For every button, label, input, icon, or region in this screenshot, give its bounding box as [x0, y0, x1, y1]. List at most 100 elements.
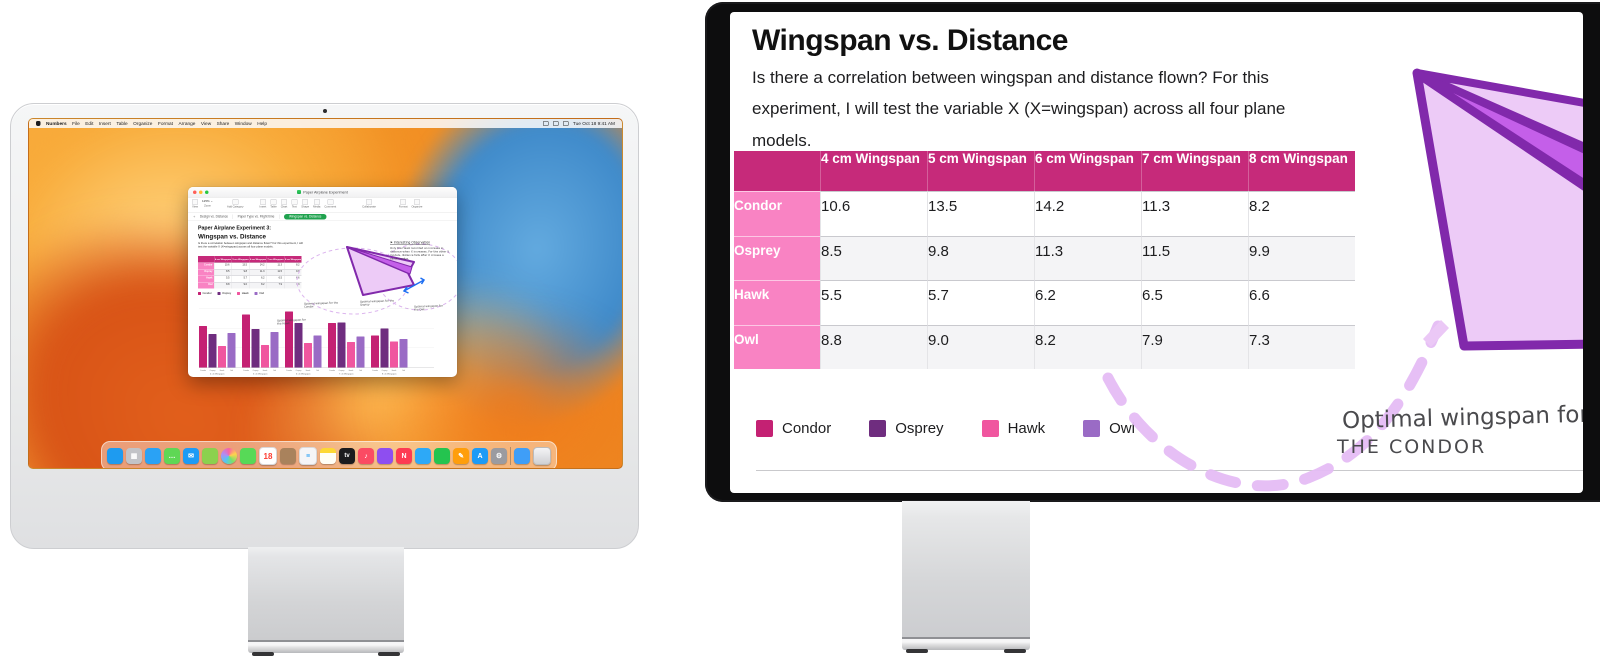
news-icon[interactable]: N: [396, 448, 412, 464]
mail-icon[interactable]: ✉: [183, 448, 199, 464]
close-button[interactable]: [193, 190, 197, 194]
cell: 5.7: [927, 280, 1034, 325]
toolbar-text-button[interactable]: Text: [291, 199, 298, 209]
maps-icon[interactable]: [202, 448, 218, 464]
contacts-icon[interactable]: [280, 448, 296, 464]
minimize-button[interactable]: [199, 190, 203, 194]
legend-swatch: [217, 292, 221, 295]
zoom-button[interactable]: [205, 190, 209, 194]
bar-osprey: [380, 328, 389, 368]
tab-separator: [278, 214, 280, 219]
trash-icon[interactable]: [533, 447, 551, 465]
photos-icon[interactable]: [221, 448, 237, 464]
reminders-icon[interactable]: ≡: [299, 447, 317, 465]
wifi-icon[interactable]: [542, 121, 549, 126]
bar-owl: [227, 332, 236, 368]
legend-swatch: [981, 420, 999, 437]
menu-window[interactable]: Window: [234, 120, 252, 127]
legend-label: Osprey: [222, 292, 232, 295]
menu-share[interactable]: Share: [216, 120, 230, 127]
pages-icon[interactable]: ✎: [453, 448, 469, 464]
legend-item-owl: Owl: [254, 292, 264, 295]
menu-organize[interactable]: Organize: [133, 120, 153, 127]
toolbar-shape-button[interactable]: Shape: [301, 199, 309, 209]
cell[interactable]: 8.8: [214, 282, 232, 289]
toolbar-label: Add Category: [227, 205, 244, 209]
menu-numbers[interactable]: Numbers: [46, 120, 67, 127]
app-store-icon[interactable]: A: [472, 448, 488, 464]
tab-paper-type-vs-flight-time[interactable]: Paper Type vs. Flight time: [237, 214, 275, 219]
legend-swatch: [198, 292, 201, 295]
bar-hawk: [218, 345, 226, 368]
menu-help[interactable]: Help: [257, 120, 267, 127]
menu-insert[interactable]: Insert: [98, 120, 111, 127]
sheet-tab-bar: + Design vs. Distance Paper Type vs. Fligh…: [188, 213, 457, 221]
search-icon[interactable]: [552, 121, 559, 126]
tab-wingspan-vs-distance[interactable]: Wingspan vs. Distance: [283, 213, 327, 220]
finder-icon[interactable]: [107, 448, 123, 464]
handwritten-annotation: THE CONDOR: [1337, 436, 1487, 458]
add-sheet-button[interactable]: +: [193, 214, 196, 219]
menu-table[interactable]: Table: [116, 120, 128, 127]
facetime-icon[interactable]: [240, 448, 256, 464]
downloads-folder-icon[interactable]: [514, 448, 530, 464]
toolbar-label: Collaborate: [362, 205, 376, 209]
tab-design-vs-distance[interactable]: Design vs. Distance: [199, 214, 229, 219]
table-row-hawk: Hawk 5.5 5.7 6.2 6.5 6.6: [734, 280, 1355, 325]
cell[interactable]: 7.3: [284, 282, 302, 289]
legend-swatch: [869, 420, 887, 437]
toolbar-zoom-button[interactable]: 125% ⌄ Zoom: [202, 199, 213, 208]
toolbar-chart-button[interactable]: Chart: [281, 199, 287, 209]
toolbar-organize-button[interactable]: Organize: [411, 199, 422, 209]
control-center-icon[interactable]: [562, 121, 569, 126]
music-icon[interactable]: ♪: [358, 448, 374, 464]
toolbar-table-button[interactable]: Table: [270, 199, 277, 209]
row-label-hawk: Hawk: [734, 280, 820, 325]
numbers-icon[interactable]: [434, 448, 450, 464]
toolbar-collaborate-button[interactable]: Collaborate: [362, 199, 376, 209]
menu-arrange[interactable]: Arrange: [178, 120, 196, 127]
menu-file[interactable]: File: [72, 120, 80, 127]
cell[interactable]: 7.9: [266, 282, 284, 289]
numbers-window: Paper Airplane Experiment View 125% ⌄ Zoom…: [188, 187, 457, 377]
stand-foot: [378, 652, 400, 656]
toolbar-comment-button[interactable]: Comment: [324, 199, 336, 209]
imac-screen: Numbers File Edit Insert Table Organize Format…: [28, 118, 623, 469]
cell: 6.2: [1034, 280, 1141, 325]
toolbar-view-button[interactable]: View: [192, 199, 198, 209]
cell: 9.8: [927, 235, 1034, 280]
toolbar-format-button[interactable]: Format: [399, 199, 407, 209]
menu-view[interactable]: View: [200, 120, 212, 127]
external-display-screen: Wingspan vs. Distance Is there a correla…: [730, 12, 1583, 493]
gridline: [199, 328, 434, 329]
cell[interactable]: 8.2: [249, 282, 267, 289]
window-title-bar[interactable]: Paper Airplane Experiment: [188, 187, 457, 198]
cell: 13.5: [927, 191, 1034, 236]
bar-hawk: [304, 343, 312, 368]
bar-owl: [270, 332, 279, 368]
apple-menu-icon[interactable]: [36, 121, 41, 126]
column-header: 5 cm Wingspan: [927, 151, 1034, 191]
toolbar-table-icon: [270, 199, 277, 205]
cell[interactable]: 9.0: [231, 282, 249, 289]
cell: 11.3: [1141, 191, 1248, 236]
settings-icon[interactable]: ⚙: [491, 448, 507, 464]
menu-edit[interactable]: Edit: [85, 120, 94, 127]
row-label-owl[interactable]: Owl: [198, 282, 214, 289]
tv-icon[interactable]: tv: [339, 448, 355, 464]
toolbar-organize-icon: [413, 199, 420, 205]
toolbar-add-category-button[interactable]: Add Category: [227, 199, 244, 209]
notes-icon[interactable]: [320, 448, 336, 464]
calendar-icon[interactable]: 18: [259, 447, 277, 465]
toolbar-media-button[interactable]: Media: [313, 199, 320, 209]
divider-line: [756, 470, 1583, 471]
safari-icon[interactable]: [145, 448, 161, 464]
menu-format[interactable]: Format: [157, 120, 174, 127]
messages-icon[interactable]: …: [164, 448, 180, 464]
mini-data-table[interactable]: 4 cm Wingspan 5 cm Wingspan 6 cm Wingspan 7…: [198, 256, 302, 289]
legend-label: Hawk: [241, 292, 249, 295]
podcasts-icon[interactable]: [377, 448, 393, 464]
launchpad-icon[interactable]: ▦: [126, 448, 142, 464]
keynote-icon[interactable]: [415, 448, 431, 464]
toolbar-insert-button[interactable]: Insert: [260, 199, 266, 209]
